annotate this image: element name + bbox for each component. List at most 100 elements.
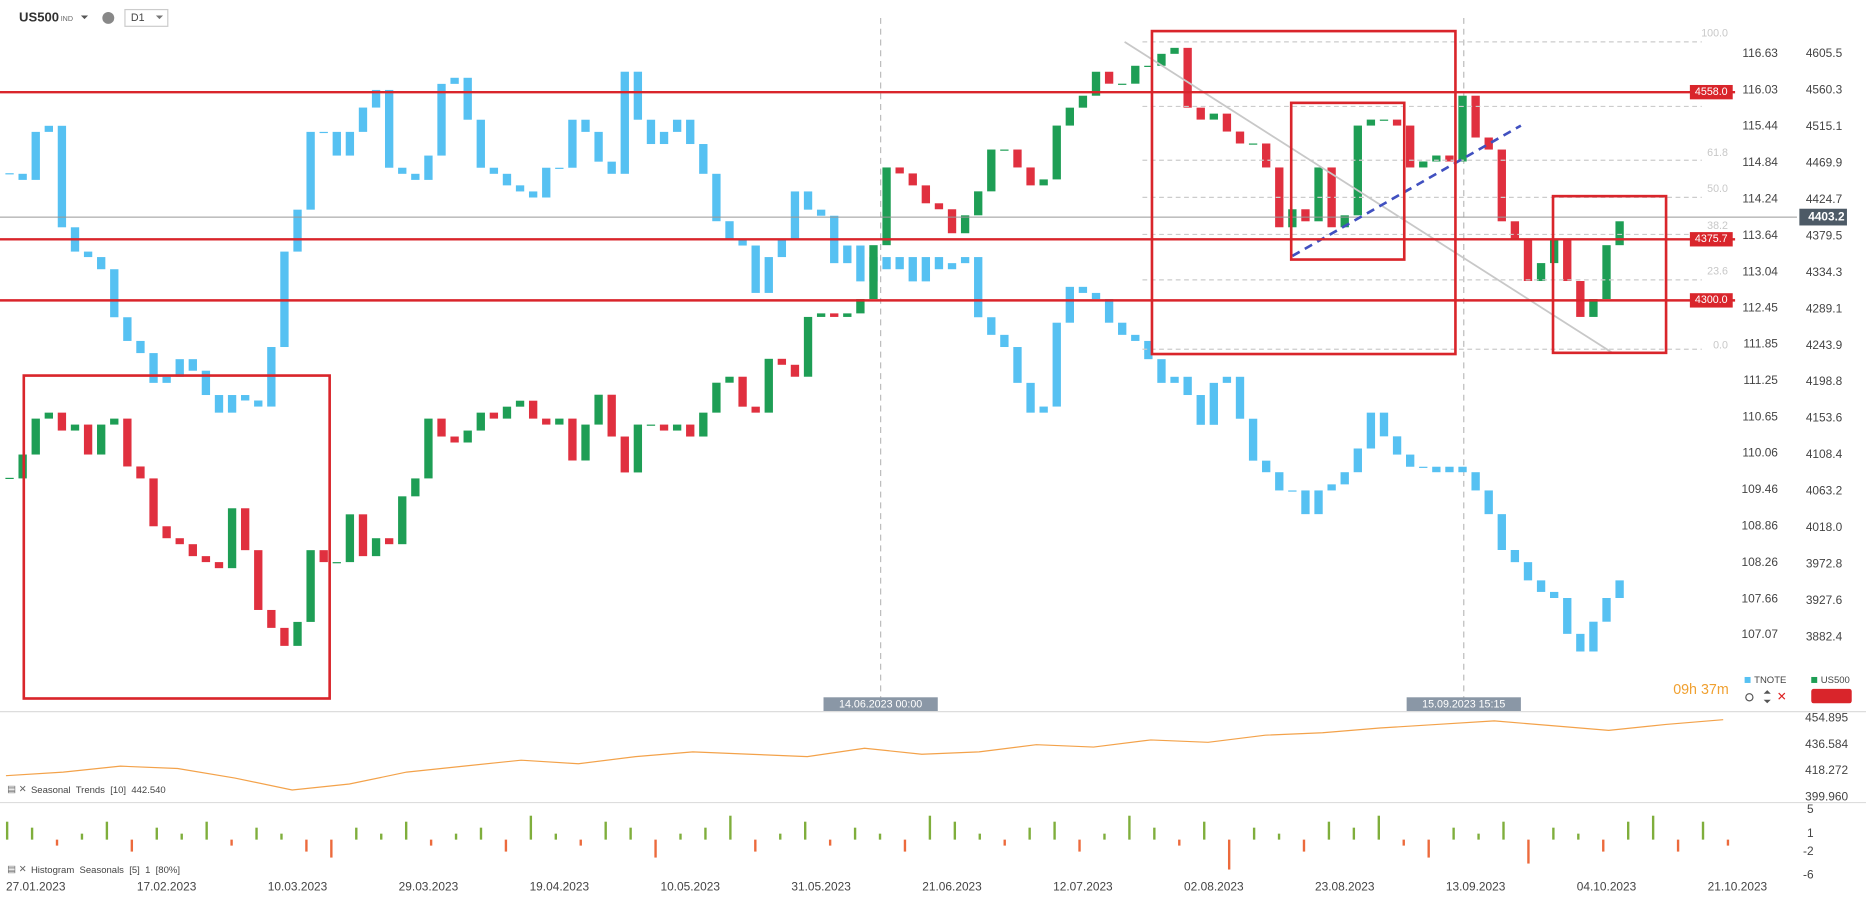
fib-label: 61.8 [1707, 147, 1728, 159]
candle [1170, 47, 1179, 54]
candle [306, 131, 315, 210]
fib-label: 38.2 [1707, 220, 1728, 232]
panel-icons[interactable]: ▤ ✕ [7, 864, 27, 875]
candle [738, 239, 747, 246]
histogram-bar [853, 827, 857, 840]
candle [816, 313, 826, 317]
candle [856, 245, 865, 282]
candle [1353, 448, 1362, 473]
candle [1392, 119, 1402, 126]
seasonal-line [5, 719, 1724, 791]
candle [293, 209, 302, 252]
candle [450, 77, 459, 84]
candle [895, 257, 904, 270]
candle [921, 185, 931, 204]
candle [1196, 107, 1205, 120]
panel-icons[interactable]: ▤ ✕ [7, 784, 27, 795]
candle [542, 167, 551, 198]
y-tick-label: 3927.6 [1806, 593, 1843, 607]
candle [659, 131, 669, 145]
candle [306, 550, 315, 622]
y-tick-label: 4289.1 [1806, 301, 1843, 315]
candle [1065, 107, 1074, 126]
histogram-bar [1003, 839, 1006, 846]
candle [712, 382, 721, 413]
histogram-bar [1726, 839, 1730, 846]
histogram-bar [454, 833, 458, 840]
legend-label: TNOTE [1754, 675, 1786, 686]
candle [1510, 549, 1520, 563]
candle-countdown: 09h 37m [1673, 682, 1729, 698]
candle [1275, 472, 1284, 491]
candle [1549, 591, 1559, 599]
candle [44, 125, 53, 132]
candle [188, 544, 197, 557]
candle [463, 430, 472, 443]
candle [515, 185, 525, 192]
candle [790, 364, 800, 377]
candle [1340, 215, 1349, 228]
candle [476, 119, 485, 168]
candle [1052, 125, 1061, 180]
candle [672, 119, 682, 132]
last-price-tag [1799, 208, 1847, 226]
y2-tick-label: 110.06 [1742, 446, 1778, 460]
candle [1144, 65, 1153, 67]
info-icon[interactable] [102, 11, 115, 24]
y-tick-label: 4379.5 [1806, 228, 1843, 242]
y2-tick-label: 108.86 [1742, 518, 1779, 532]
candle [1209, 113, 1218, 120]
histogram-bar [804, 821, 807, 840]
y-tick-label: 4063.2 [1806, 484, 1843, 498]
candle [241, 395, 250, 401]
candle [607, 394, 616, 437]
candle [201, 556, 211, 563]
symbol-dropdown[interactable] [80, 15, 89, 20]
candle [1510, 221, 1520, 240]
x-tick-label: 29.03.2023 [399, 880, 459, 894]
histogram-bar [1203, 821, 1206, 840]
symbol[interactable]: US500 [19, 9, 59, 24]
candle [1419, 466, 1428, 468]
candle [1563, 239, 1572, 282]
candle [764, 358, 773, 413]
candle [149, 353, 158, 383]
candle [136, 466, 145, 479]
histogram-bar [604, 821, 607, 840]
series-controls[interactable] [1811, 688, 1852, 704]
histogram-bar [1227, 839, 1231, 870]
candle [345, 131, 355, 156]
candle [1314, 490, 1323, 515]
indicator-title: Histogram Seasonals [5] 1 [80%] [31, 865, 180, 876]
candle [974, 257, 983, 318]
candle [908, 173, 917, 186]
candle [803, 191, 813, 210]
y2-tick-label: 112.45 [1742, 300, 1778, 314]
candle [1327, 484, 1336, 491]
candle [1301, 209, 1310, 222]
crosshair-tag [1406, 697, 1521, 712]
candle [162, 376, 171, 383]
reorder-toggle[interactable] [1763, 690, 1771, 704]
x-tick-label: 02.08.2023 [1184, 880, 1244, 894]
remove-button[interactable]: ✕ [1777, 689, 1787, 703]
y-tick-label: 4153.6 [1806, 411, 1843, 425]
highlight-box [1551, 194, 1668, 355]
candle [502, 406, 512, 419]
timeframe-select[interactable] [124, 8, 169, 27]
y2-tick-label: 111.25 [1743, 373, 1778, 387]
visibility-toggle[interactable] [1745, 693, 1754, 702]
candle [57, 125, 67, 228]
candle [1536, 263, 1546, 282]
price-level-tag [1689, 232, 1733, 247]
histogram-bar [1053, 821, 1056, 840]
candle [1563, 598, 1572, 634]
candle [1301, 490, 1310, 515]
candle [57, 412, 67, 431]
candle [1445, 466, 1454, 473]
candle [960, 215, 970, 234]
histogram-bar [1577, 833, 1580, 840]
candle [528, 400, 538, 419]
candle [1183, 376, 1192, 396]
candle [1013, 347, 1022, 383]
